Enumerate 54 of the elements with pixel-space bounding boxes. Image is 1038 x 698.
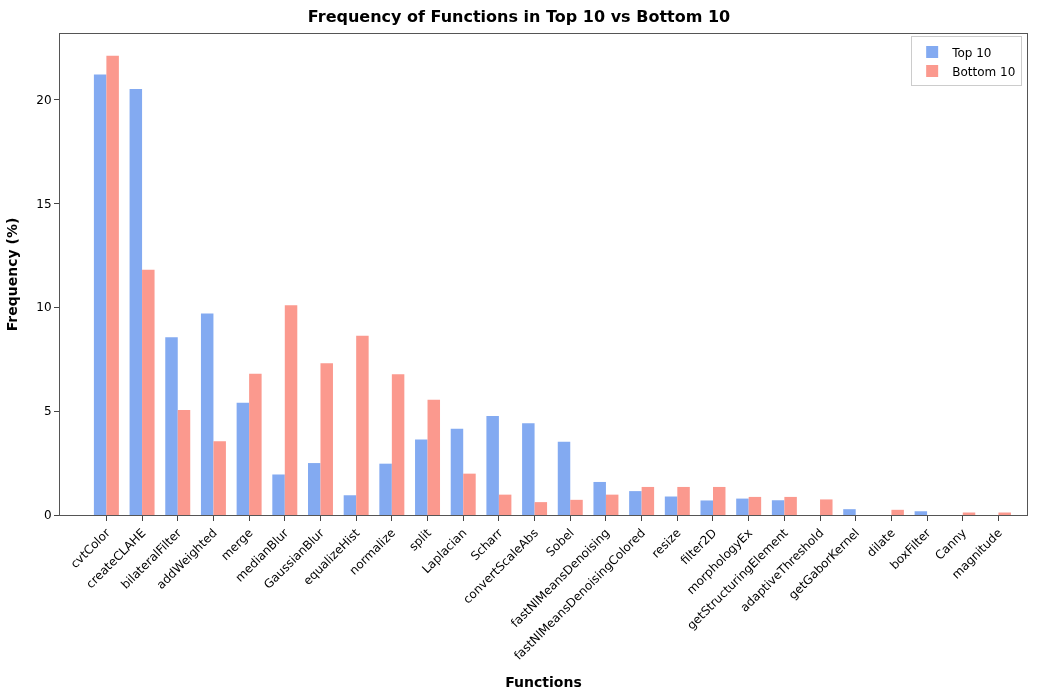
bar (605, 494, 619, 515)
bar (700, 500, 713, 515)
bar (284, 305, 298, 515)
bar (320, 363, 333, 515)
bar (165, 337, 178, 515)
bar (177, 410, 191, 515)
y-tick-label: 15 (36, 196, 52, 211)
bar (307, 463, 321, 515)
bar (142, 269, 155, 515)
y-tick-label: 20 (36, 92, 52, 107)
bar (249, 373, 262, 515)
bar (522, 423, 535, 515)
y-axis-title: Frequency (%) (3, 217, 20, 332)
bar (914, 511, 928, 515)
bar (712, 486, 726, 515)
bar (106, 55, 119, 515)
bar (463, 473, 476, 515)
bar (748, 496, 762, 515)
bar (629, 491, 642, 515)
bar (820, 499, 833, 515)
bar (450, 428, 464, 515)
bar (391, 374, 405, 515)
bar (498, 494, 512, 515)
bar (213, 441, 226, 515)
bar (129, 89, 143, 515)
bar (356, 335, 369, 515)
bar (427, 399, 441, 515)
bar (593, 481, 606, 515)
bar (570, 499, 583, 515)
bar (236, 402, 250, 515)
bar (272, 474, 285, 515)
bar (415, 439, 428, 515)
bar (664, 496, 678, 515)
bar (843, 509, 856, 515)
legend-label: Bottom 10 (952, 64, 1016, 79)
bar (784, 496, 797, 515)
bar (771, 500, 785, 515)
bar (891, 509, 904, 515)
bar (677, 486, 690, 515)
bar (557, 441, 571, 515)
chart-title: Frequency of Functions in Top 10 vs Bottom 10 (307, 6, 731, 26)
bar (641, 486, 655, 515)
legend-label: Top 10 (951, 45, 992, 60)
x-axis-title: Functions (505, 674, 582, 691)
y-tick-label: 5 (43, 404, 52, 419)
bar (736, 498, 749, 515)
bar (486, 415, 499, 515)
bar (93, 74, 107, 515)
bar (343, 495, 357, 515)
bar (379, 463, 392, 515)
y-tick-label: 10 (36, 300, 52, 315)
bar (200, 313, 214, 515)
y-tick-label: 0 (43, 508, 52, 523)
bar (534, 502, 548, 515)
